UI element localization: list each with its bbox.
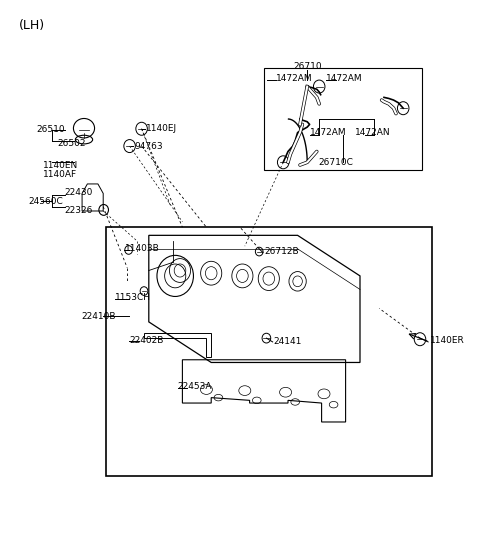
Text: 1140ER: 1140ER (430, 337, 464, 345)
Text: 94763: 94763 (134, 142, 163, 150)
Text: 26710C: 26710C (319, 158, 353, 167)
Text: 22453A: 22453A (178, 382, 212, 391)
Text: 26712B: 26712B (264, 247, 299, 256)
Text: (LH): (LH) (19, 19, 45, 32)
Text: 1472AN: 1472AN (355, 128, 391, 137)
Text: 26710: 26710 (293, 62, 322, 70)
Text: 22410B: 22410B (82, 312, 116, 321)
Text: 24141: 24141 (274, 338, 302, 346)
Text: 22430: 22430 (65, 188, 93, 196)
Text: 11403B: 11403B (125, 245, 159, 253)
Text: 26510: 26510 (36, 126, 65, 134)
Text: 1472AM: 1472AM (276, 74, 312, 83)
Text: 1153CH: 1153CH (115, 293, 151, 302)
Text: 1472AM: 1472AM (310, 128, 346, 137)
Text: 24560C: 24560C (29, 197, 63, 206)
Text: 26502: 26502 (58, 139, 86, 148)
Text: 1140EJ: 1140EJ (146, 124, 178, 133)
Text: 1140AF: 1140AF (43, 170, 77, 179)
Text: 22402B: 22402B (130, 337, 164, 345)
Text: 1472AM: 1472AM (326, 74, 363, 83)
Text: 22326: 22326 (65, 207, 93, 215)
Text: 1140EN: 1140EN (43, 161, 78, 169)
